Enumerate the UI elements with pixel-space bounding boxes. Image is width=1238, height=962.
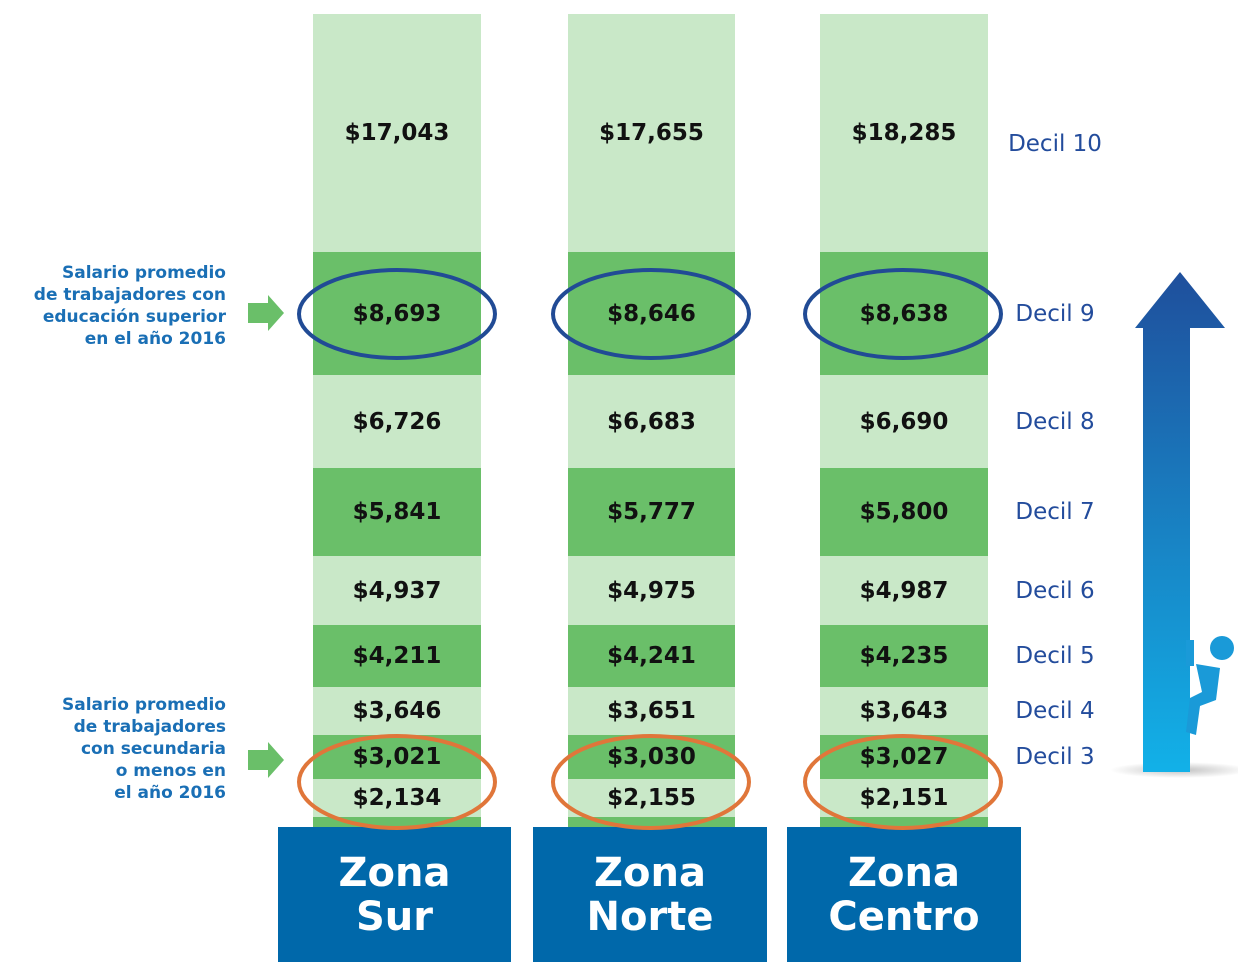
infographic: $17,043$8,693$6,726$5,841$4,937$4,211$3,… xyxy=(0,0,1238,962)
highlight-ellipse xyxy=(553,270,749,358)
annotation-line: o menos en xyxy=(62,760,226,782)
annotation-line: educación superior xyxy=(34,306,226,328)
highlight-ellipse xyxy=(553,736,749,828)
highlight-ellipse xyxy=(805,736,1001,828)
highlight-ellipse xyxy=(805,270,1001,358)
pointer-arrow xyxy=(248,742,284,778)
annotation-line: de trabajadores con xyxy=(34,284,226,306)
highlight-ellipse xyxy=(299,270,495,358)
annotation-line: con secundaria xyxy=(62,738,226,760)
pointer-arrow xyxy=(248,295,284,331)
decorations xyxy=(0,0,1238,962)
annotation-line: en el año 2016 xyxy=(34,328,226,350)
annotation-line: de trabajadores xyxy=(62,716,226,738)
annotation-line: Salario promedio xyxy=(34,262,226,284)
annotation-line: el año 2016 xyxy=(62,782,226,804)
highlight-ellipse xyxy=(299,736,495,828)
annotation-line: Salario promedio xyxy=(62,694,226,716)
climber-icon xyxy=(1186,636,1234,735)
